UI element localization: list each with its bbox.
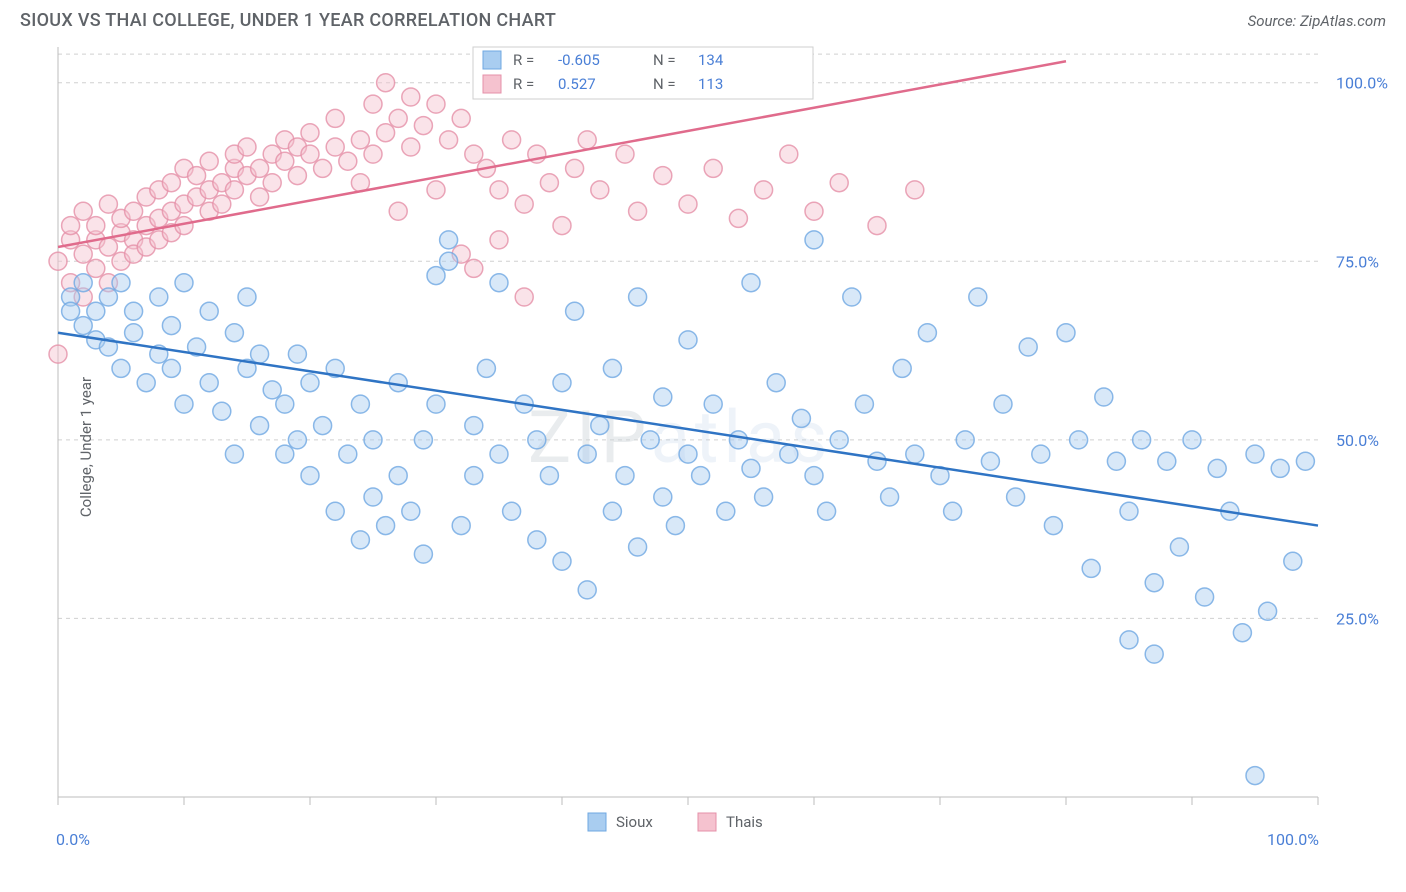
header: SIOUX VS THAI COLLEGE, UNDER 1 YEAR CORR… — [0, 0, 1406, 37]
series-thais — [49, 74, 924, 363]
watermark: ZIPatlas — [528, 395, 832, 480]
chart-title: SIOUX VS THAI COLLEGE, UNDER 1 YEAR CORR… — [20, 10, 556, 31]
svg-text:0.527: 0.527 — [558, 75, 596, 93]
legend-stats: R = -0.605 N = 134 R = 0.527 N = 113 — [473, 47, 813, 99]
svg-text:N =: N = — [653, 51, 676, 69]
y-tick-label: 100.0% — [1336, 74, 1388, 93]
y-tick-label: 50.0% — [1336, 431, 1379, 450]
bottom-legend: Sioux Thais — [588, 813, 763, 831]
y-tick-label: 75.0% — [1336, 252, 1379, 271]
y-tick-label: 25.0% — [1336, 609, 1379, 628]
svg-text:113: 113 — [698, 75, 723, 93]
svg-text:-0.605: -0.605 — [558, 51, 600, 69]
legend-label-sioux: Sioux — [616, 813, 653, 831]
series-sioux — [62, 231, 1315, 785]
x-tick-label: 100.0% — [1267, 830, 1319, 849]
legend-label-thais: Thais — [726, 813, 763, 831]
y-axis-label: College, Under 1 year — [77, 377, 95, 517]
svg-text:R =: R = — [513, 51, 534, 69]
svg-text:N =: N = — [653, 75, 676, 93]
svg-text:134: 134 — [698, 51, 724, 69]
svg-text:R =: R = — [513, 75, 534, 93]
chart-wrapper: College, Under 1 year 25.0% 50.0% 75.0% 100… — [18, 37, 1388, 857]
source-label: Source: ZipAtlas.com — [1248, 12, 1386, 30]
scatter-chart: 25.0% 50.0% 75.0% 100.0% 0.0% 100.0% ZIPatlas R… — [18, 37, 1388, 857]
regression-line-sioux — [58, 333, 1318, 526]
x-tick-label: 0.0% — [56, 830, 90, 849]
